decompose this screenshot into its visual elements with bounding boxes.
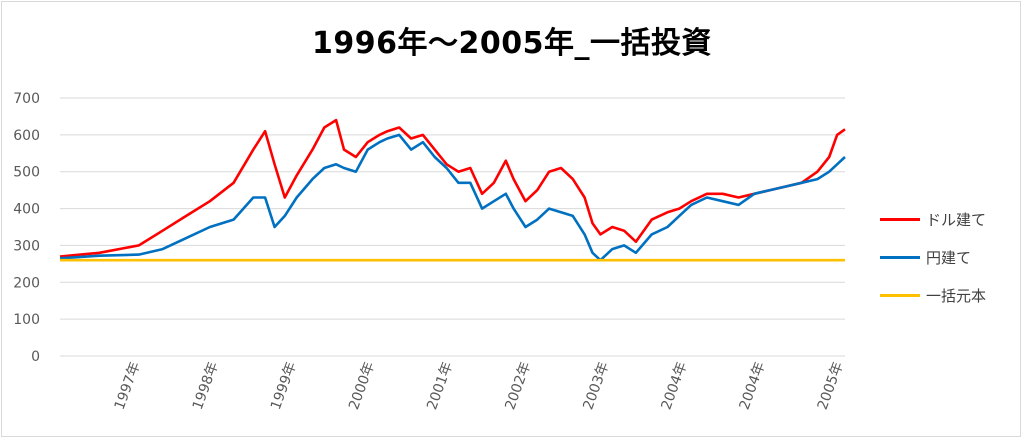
y-tick-label: 0 [31,349,40,365]
legend-swatch [880,255,920,259]
x-tick-label: 1998年 [190,360,222,412]
legend-item: 一括元本 [880,284,986,306]
chart-title: 1996年～2005年_一括投資 [312,26,712,61]
x-tick-label: 2004年 [659,360,691,412]
y-tick-label: 500 [13,165,40,181]
x-tick-label: 2001年 [424,360,456,412]
y-tick-label: 300 [13,238,40,254]
y-tick-label: 700 [13,91,40,107]
y-tick-label: 100 [13,312,40,328]
legend-item: ドル建て [880,208,986,230]
x-tick-label: 1999年 [268,360,300,412]
legend-swatch [880,217,920,221]
series-line [59,133,846,262]
y-tick-label: 400 [13,202,40,218]
y-tick-label: 600 [13,128,40,144]
x-tick-label: 2005年 [815,360,847,412]
x-tick-label: 2000年 [346,360,378,412]
y-tick-label: 200 [13,275,40,291]
legend-label: ドル建て [926,210,987,229]
series-line [59,118,846,258]
x-tick-label: 2004年 [737,360,769,412]
x-tick-label: 2002年 [502,360,534,412]
legend-item: 円建て [880,246,971,268]
legend-label: 一括元本 [926,286,987,305]
x-tick-label: 2003年 [580,360,612,412]
legend-label: 円建て [926,248,972,267]
legend-swatch [880,293,920,297]
x-tick-label: 1997年 [112,360,144,412]
